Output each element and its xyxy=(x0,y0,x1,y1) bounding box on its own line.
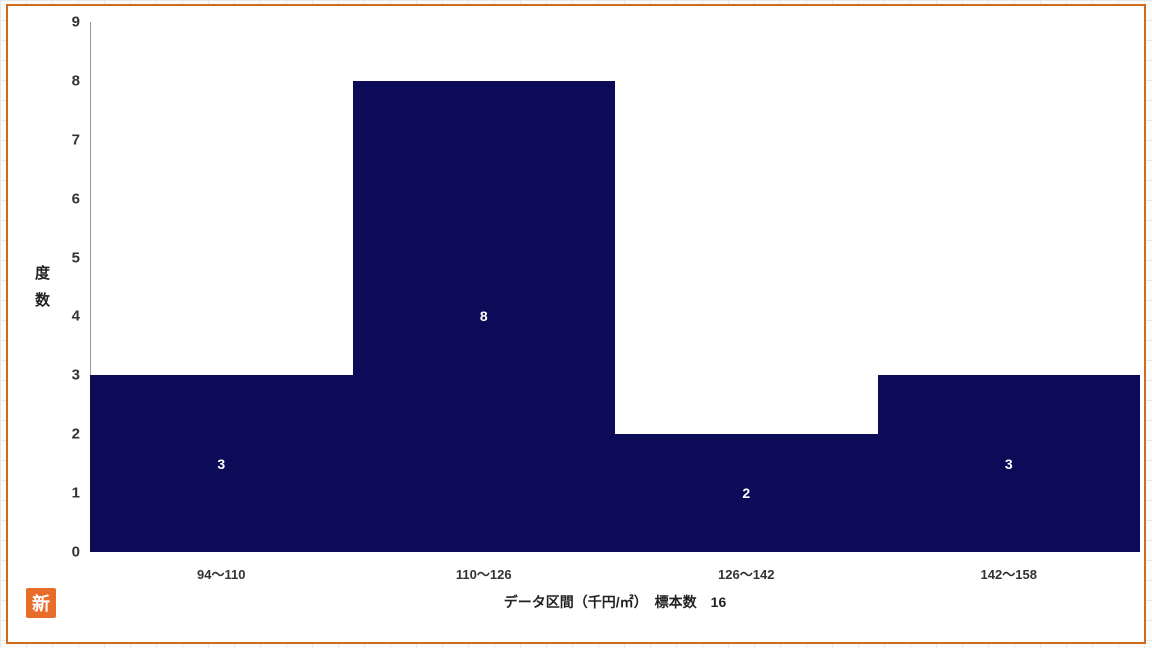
bar-value-label: 8 xyxy=(480,308,488,324)
x-tick-label: 94～110 xyxy=(197,564,245,583)
new-badge-icon: 新 xyxy=(26,588,56,618)
bar-value-label: 2 xyxy=(742,485,750,501)
histogram-bar: 3 xyxy=(878,375,1141,552)
x-axis-title: データ区間（千円/㎡） 標本数 16 xyxy=(504,592,726,612)
y-axis-title: 度 数 xyxy=(35,260,50,314)
x-tick-label: 142～158 xyxy=(981,564,1037,583)
x-tick-label: 126～142 xyxy=(718,564,774,583)
y-tick-label: 3 xyxy=(72,367,80,384)
chart-frame: 度 数 データ区間（千円/㎡） 標本数 16 0 1 2 3 4 5 6 7 8 9 3 94～110… xyxy=(6,4,1146,644)
bar-value-label: 3 xyxy=(1005,456,1013,472)
y-tick-label: 6 xyxy=(72,190,80,207)
y-tick-label: 0 xyxy=(72,544,80,561)
histogram-bar: 2 xyxy=(615,434,878,552)
plot-area: 度 数 データ区間（千円/㎡） 標本数 16 0123456789394～110… xyxy=(90,22,1140,552)
y-tick-label: 2 xyxy=(72,426,80,443)
histogram-bar: 8 xyxy=(353,81,616,552)
y-tick-label: 8 xyxy=(72,72,80,89)
y-tick-label: 7 xyxy=(72,131,80,148)
y-tick-label: 5 xyxy=(72,249,80,266)
histogram-bar: 3 xyxy=(90,375,353,552)
bar-value-label: 3 xyxy=(217,456,225,472)
y-tick-label: 1 xyxy=(72,485,80,502)
spreadsheet-background: 度 数 データ区間（千円/㎡） 標本数 16 0 1 2 3 4 5 6 7 8 9 3 94～110… xyxy=(0,0,1152,648)
y-tick-label: 9 xyxy=(72,14,80,31)
x-tick-label: 110～126 xyxy=(456,564,512,583)
y-tick-label: 4 xyxy=(72,308,80,325)
